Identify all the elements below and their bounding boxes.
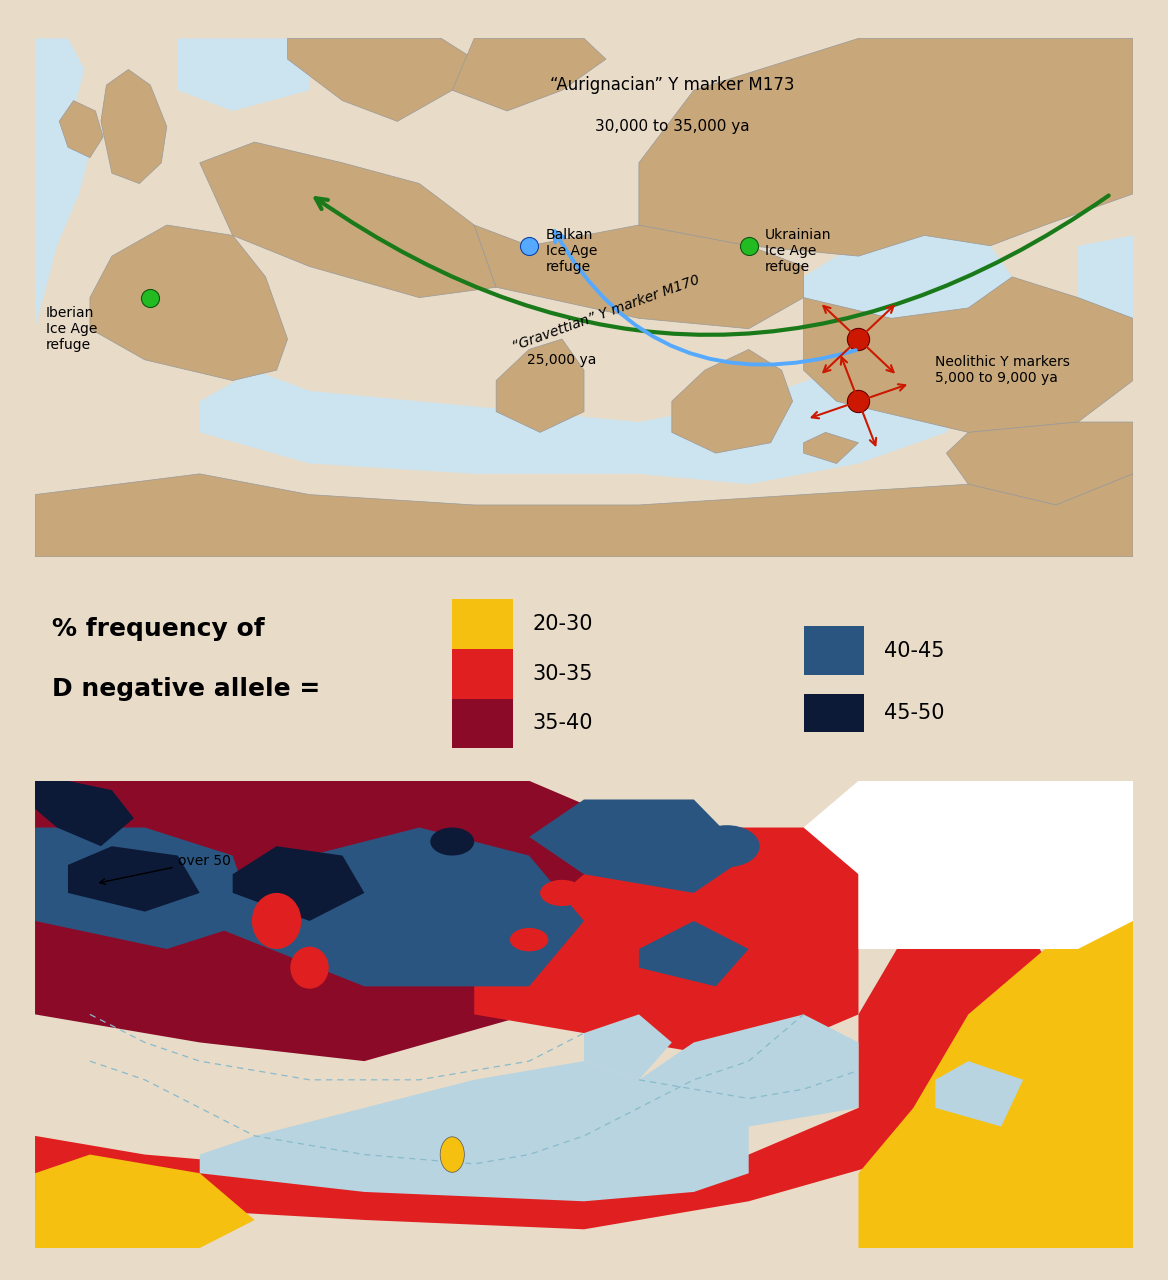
Polygon shape [474,225,804,329]
Text: 30,000 to 35,000 ya: 30,000 to 35,000 ya [595,119,749,134]
Ellipse shape [540,879,584,906]
Polygon shape [1078,236,1133,319]
Ellipse shape [440,1137,465,1172]
Polygon shape [584,1014,672,1080]
Polygon shape [804,276,1133,433]
Polygon shape [804,433,858,463]
Polygon shape [200,1061,749,1201]
Text: Balkan
Ice Age
refuge: Balkan Ice Age refuge [545,228,597,274]
Polygon shape [639,38,1133,256]
Polygon shape [35,922,1078,1229]
Polygon shape [936,1061,1023,1126]
Text: Iberian
Ice Age
refuge: Iberian Ice Age refuge [46,306,97,352]
Polygon shape [200,827,584,987]
Text: “Aurignacian” Y marker M173: “Aurignacian” Y marker M173 [550,76,794,93]
Text: over 50: over 50 [99,854,230,884]
Text: % frequency of: % frequency of [51,617,264,641]
Polygon shape [804,781,913,922]
Text: 25,000 ya: 25,000 ya [528,353,597,367]
Polygon shape [35,781,694,1061]
Polygon shape [529,800,749,893]
Text: 30-35: 30-35 [533,664,593,684]
Bar [804,626,864,676]
Polygon shape [639,1014,858,1126]
Polygon shape [100,69,167,183]
Polygon shape [200,349,968,484]
Ellipse shape [252,893,301,948]
Polygon shape [90,225,287,380]
Ellipse shape [694,826,759,868]
Text: Ukrainian
Ice Age
refuge: Ukrainian Ice Age refuge [765,228,832,274]
Polygon shape [35,781,134,846]
Text: “Gravettian” Y marker M170: “Gravettian” Y marker M170 [510,273,702,353]
Ellipse shape [291,947,328,988]
Polygon shape [804,236,1013,319]
Polygon shape [913,781,1133,922]
Polygon shape [946,422,1133,504]
Polygon shape [639,922,749,987]
Bar [452,599,513,649]
Text: 35-40: 35-40 [533,713,593,733]
Polygon shape [452,38,606,111]
Ellipse shape [510,928,548,951]
Bar [804,695,864,732]
Polygon shape [474,827,858,1061]
Bar [452,649,513,699]
Polygon shape [858,874,1133,1248]
Text: 45-50: 45-50 [884,703,944,723]
Polygon shape [35,827,255,948]
Polygon shape [232,846,364,922]
Bar [452,699,513,748]
Polygon shape [35,38,90,329]
Polygon shape [496,1080,584,1164]
Polygon shape [496,339,584,433]
Polygon shape [672,349,793,453]
Polygon shape [200,142,496,297]
Polygon shape [68,846,200,911]
Text: D negative allele =: D negative allele = [51,677,320,700]
Ellipse shape [430,827,474,855]
Text: Neolithic Y markers
5,000 to 9,000 ya: Neolithic Y markers 5,000 to 9,000 ya [936,355,1070,385]
Polygon shape [858,781,1133,948]
Polygon shape [287,38,474,122]
Text: 20-30: 20-30 [533,614,593,634]
Polygon shape [474,1070,562,1183]
Polygon shape [178,38,310,111]
Polygon shape [35,1155,255,1248]
Polygon shape [35,474,1133,557]
Text: 40-45: 40-45 [884,640,944,660]
Polygon shape [60,101,103,157]
